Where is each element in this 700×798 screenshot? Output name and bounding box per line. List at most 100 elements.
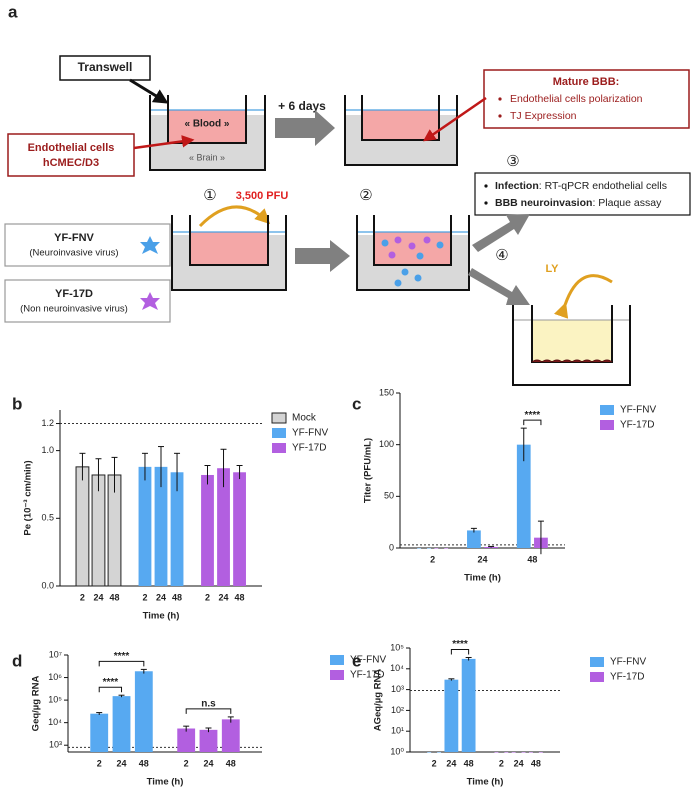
bar — [177, 728, 196, 752]
label-box — [7, 133, 135, 177]
legend-swatch — [600, 420, 614, 430]
virus-icon — [140, 236, 160, 254]
x-tick-label: 2 — [97, 758, 102, 768]
bullet — [484, 201, 488, 205]
legend-label: YF-17D — [610, 672, 644, 683]
virus-label: YF-17D — [55, 288, 93, 300]
legend-swatch — [600, 405, 614, 415]
y-tick-label: 0.0 — [41, 580, 54, 590]
legend-swatch — [272, 443, 286, 453]
mature-item: TJ Expression — [510, 110, 577, 122]
arrow — [472, 214, 530, 252]
cells-label: Endothelial cells — [28, 142, 115, 154]
significance-bracket — [523, 419, 542, 426]
readout: BBB neuroinvasion: Plaque assay — [495, 197, 662, 209]
virus-icon — [140, 292, 160, 310]
panel-label: b — [12, 394, 22, 413]
y-tick-label: 10¹ — [391, 726, 404, 736]
bar — [199, 729, 218, 752]
bar — [217, 468, 230, 586]
y-tick-label: 150 — [379, 387, 394, 397]
x-axis-label: Time (h) — [143, 611, 180, 622]
arrow — [468, 268, 530, 305]
transwell-label: Transwell — [78, 60, 133, 74]
arrow — [198, 205, 271, 228]
bar — [75, 466, 90, 587]
x-tick-label: 24 — [203, 758, 213, 768]
panel-label: e — [352, 651, 361, 670]
legend-swatch — [590, 672, 604, 682]
bar — [134, 671, 153, 752]
insert-medium — [532, 320, 612, 362]
x-axis-label: Time (h) — [147, 777, 184, 788]
y-tick-label: 50 — [384, 491, 394, 501]
y-tick-label: 100 — [379, 439, 394, 449]
x-tick-label: 48 — [226, 758, 236, 768]
x-tick-label: 24 — [156, 592, 166, 602]
brain-label: « Brain » — [189, 152, 225, 162]
panel-label: a — [8, 2, 18, 21]
x-tick-label: 48 — [235, 592, 245, 602]
y-axis-label: AGeq/µg RNA — [373, 669, 384, 732]
y-tick-label: 10⁵ — [390, 642, 404, 652]
legend-swatch — [330, 670, 344, 680]
bar — [467, 530, 481, 548]
virus-label: (Neuroinvasive virus) — [29, 248, 118, 259]
x-tick-label: 48 — [110, 592, 120, 602]
x-tick-label: 24 — [514, 758, 524, 768]
cells — [531, 359, 613, 363]
schematic: a Transwell « Blood » « Brain » Endothel… — [4, 2, 691, 386]
y-tick-label: 10³ — [391, 684, 404, 694]
well — [171, 215, 287, 291]
bar — [138, 466, 152, 586]
x-tick-label: 2 — [430, 554, 435, 564]
arrow — [422, 96, 487, 142]
arrow — [275, 110, 335, 146]
insert-medium — [190, 232, 268, 265]
bar — [201, 474, 214, 586]
well — [149, 95, 266, 171]
arrow — [133, 135, 195, 150]
step-label: ④ — [495, 247, 508, 264]
bullet — [498, 114, 502, 118]
bar — [516, 444, 531, 548]
arrow — [295, 240, 350, 272]
x-tick-label: 24 — [117, 758, 127, 768]
label-box — [4, 223, 171, 267]
y-tick-label: 0 — [389, 542, 394, 552]
legend-label: YF-17D — [350, 670, 384, 681]
readout: Infection: RT-qPCR endothelial cells — [495, 180, 667, 192]
blood-label: « Blood » — [184, 119, 229, 130]
y-axis-label: Geq/µg RNA — [31, 676, 42, 732]
significance-bracket — [98, 686, 123, 693]
ly-label: LY — [545, 263, 559, 275]
legend-label: YF-FNV — [350, 655, 386, 666]
x-tick-label: 24 — [446, 758, 456, 768]
x-tick-label: 2 — [142, 592, 147, 602]
charts: b0.00.51.01.2Pe (10⁻³ cm/min)Time (h)2 24… — [12, 387, 656, 787]
label-box — [474, 172, 691, 216]
panel-label: c — [352, 394, 361, 413]
y-tick-label: 1.2 — [41, 418, 54, 428]
y-tick-label: 10⁵ — [48, 694, 62, 704]
x-tick-label: 48 — [464, 758, 474, 768]
y-tick-label: 10⁰ — [390, 746, 404, 756]
x-tick-label: 2 — [432, 758, 437, 768]
y-tick-label: 10⁴ — [390, 663, 404, 673]
x-tick-label: 24 — [219, 592, 229, 602]
x-tick-label: 48 — [172, 592, 182, 602]
virus-label: (Non neuroinvasive virus) — [20, 304, 128, 315]
label-box — [59, 55, 151, 81]
bar — [461, 658, 476, 752]
readout-bold: Infection — [495, 180, 539, 192]
x-tick-label: 2 — [184, 758, 189, 768]
virus-label: YF-FNV — [54, 232, 94, 244]
bar — [91, 474, 106, 587]
y-tick-label: 10⁷ — [49, 649, 62, 659]
label-box — [483, 69, 690, 129]
annotation: **** — [103, 677, 119, 688]
bar — [444, 679, 459, 752]
readout-text: : RT-qPCR endothelial cells — [539, 180, 667, 192]
mature-item: Endothelial cells polarization — [510, 93, 643, 105]
